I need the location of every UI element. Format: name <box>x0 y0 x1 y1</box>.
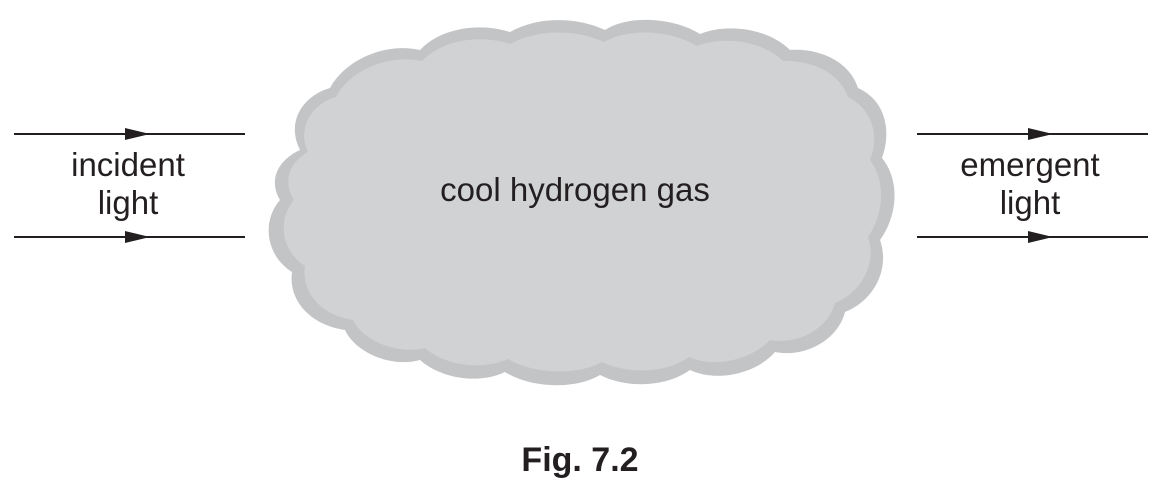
incident-label-line-2: light <box>97 184 159 221</box>
incident-arrowhead-top <box>125 128 150 140</box>
incident-label-line-1: incident <box>71 146 185 183</box>
gas-cloud <box>268 19 895 386</box>
incident-light-label: incident light <box>38 146 218 222</box>
emergent-label-line-1: emergent <box>960 146 1100 183</box>
incident-light-rays <box>14 128 245 243</box>
emergent-arrowhead-top <box>1028 128 1053 140</box>
emergent-light-rays <box>917 128 1148 243</box>
emergent-arrowhead-bottom <box>1028 231 1053 243</box>
incident-arrowhead-bottom <box>125 231 150 243</box>
gas-cloud-body <box>283 32 882 372</box>
gas-label: cool hydrogen gas <box>440 171 710 208</box>
figure-caption: Fig. 7.2 <box>521 441 639 479</box>
emergent-light-label: emergent light <box>940 146 1120 222</box>
emergent-label-line-2: light <box>999 184 1061 221</box>
